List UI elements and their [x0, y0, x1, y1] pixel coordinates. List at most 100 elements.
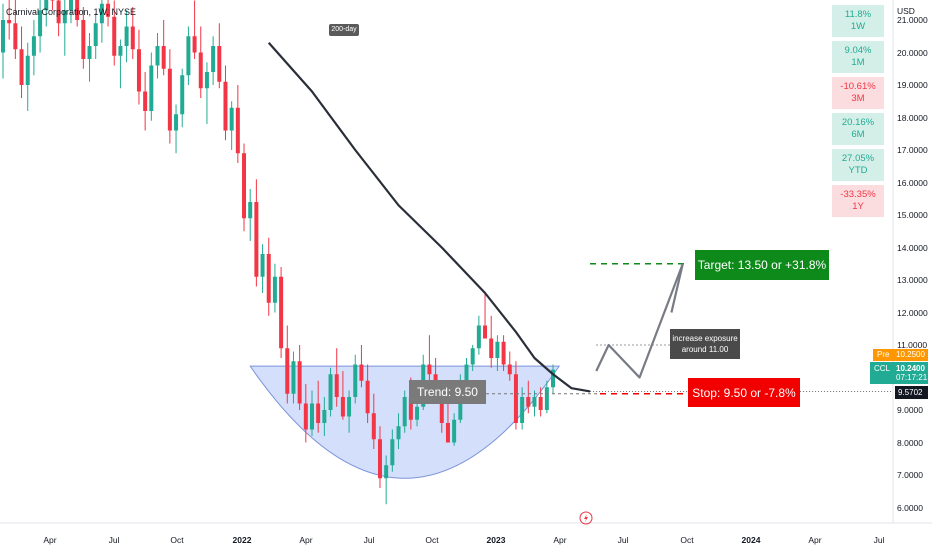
x-tick-label: 2024: [741, 535, 761, 545]
candle-body: [538, 397, 543, 410]
candle-body: [384, 465, 389, 479]
performance-cell: -10.61% 3M: [832, 77, 884, 109]
candle-body: [402, 397, 407, 427]
candle-body: [415, 406, 420, 420]
lightning-icon[interactable]: [579, 511, 593, 525]
y-tick-label: 8.0000: [897, 437, 923, 448]
performance-period: 1W: [850, 21, 866, 32]
candle-body: [427, 364, 432, 375]
candle-body: [248, 202, 253, 219]
performance-value: 20.16%: [841, 117, 875, 128]
y-tick-label: 7.0000: [897, 470, 923, 480]
candle-body: [266, 254, 271, 303]
candle-body: [310, 403, 314, 430]
performance-period: YTD: [848, 165, 868, 176]
ticker-label: CCL: [874, 364, 891, 373]
ma-label: 200-day: [329, 24, 359, 36]
candle-body: [155, 46, 160, 66]
candle-body: [136, 49, 141, 92]
candle-body: [359, 364, 364, 381]
candle-body: [93, 23, 98, 46]
bar-countdown: 07:17:21: [896, 373, 928, 382]
candle-body: [396, 426, 401, 440]
candle-body: [272, 276, 277, 303]
candle-body: [408, 397, 413, 420]
candle-body: [44, 0, 49, 11]
x-tick-label: Apr: [553, 535, 567, 545]
candle-body: [483, 325, 488, 339]
candle-body: [112, 16, 117, 56]
performance-cell: 27.05% YTD: [832, 149, 884, 181]
candle-body: [303, 403, 308, 430]
candle-body: [167, 68, 172, 131]
candle-body: [371, 413, 376, 440]
candle-body: [62, 10, 67, 24]
x-tick-label: Oct: [425, 535, 439, 545]
x-tick-label: Oct: [680, 535, 694, 545]
candle-body: [13, 23, 18, 50]
target-label: Target: 13.50 or +31.8%: [695, 250, 829, 280]
candle-body: [229, 107, 234, 131]
candle-body: [124, 26, 129, 46]
candle-body: [174, 114, 179, 131]
x-tick-label: 2022: [232, 535, 252, 545]
x-tick-label: Jul: [873, 535, 885, 545]
premarket-badge: Pre 10.2500: [873, 349, 928, 361]
premarket-value: 10.2500: [896, 350, 925, 359]
candle-body: [242, 153, 247, 219]
candle-body: [340, 397, 345, 417]
y-tick-label: 16.0000: [897, 177, 928, 188]
candle-body: [198, 52, 203, 89]
candle-body: [353, 364, 358, 397]
candle-body: [285, 348, 290, 394]
candle-body: [149, 65, 154, 111]
candle-body: [279, 276, 284, 349]
candle-body: [130, 26, 135, 50]
candle-body: [260, 254, 265, 277]
candle-body: [470, 348, 475, 365]
y-tick-label: 20.0000: [897, 47, 928, 58]
y-tick-label: 6.0000: [897, 502, 923, 513]
y-tick-label: 15.0000: [897, 210, 928, 220]
callout-line-1: increase exposure: [672, 334, 738, 343]
last-price-badge: CCL 10.2400 07:17:21: [870, 362, 928, 384]
candle-body: [180, 75, 185, 115]
candle-body: [377, 439, 382, 479]
candle-body: [118, 46, 123, 56]
candle-body: [507, 364, 512, 375]
candle-body: [56, 0, 61, 24]
candle-body: [31, 36, 36, 56]
candle-body: [551, 369, 556, 388]
last-price-value: 10.2400: [896, 364, 925, 373]
performance-value: -33.35%: [840, 189, 876, 200]
candle-body: [106, 3, 111, 17]
y-tick-label: 19.0000: [897, 80, 928, 90]
candle-body: [50, 0, 55, 1]
candle-body: [235, 107, 240, 154]
candle-body: [452, 419, 457, 443]
candle-body: [520, 397, 525, 423]
candle-body: [316, 403, 321, 423]
y-tick-label: 21.0000: [897, 15, 928, 25]
performance-cell: 11.8% 1W: [832, 5, 884, 37]
candle-body: [347, 397, 352, 417]
performance-value: 11.8%: [844, 9, 872, 20]
candle-body: [38, 10, 43, 37]
y-tick-label: 14.0000: [897, 242, 928, 253]
candle-body: [223, 81, 228, 131]
x-tick-label: Jul: [108, 535, 120, 545]
candle-body: [334, 374, 339, 397]
x-tick-label: 2023: [486, 535, 506, 545]
performance-cell: 9.04% 1M: [832, 41, 884, 73]
candle-body: [19, 49, 24, 85]
y-tick-label: 13.0000: [897, 275, 928, 285]
candle-body: [489, 338, 494, 358]
candle-body: [513, 374, 518, 423]
callout-line-2: around 11.00: [681, 345, 729, 354]
candle-body: [192, 36, 197, 53]
candle-body: [322, 410, 327, 423]
y-tick-label: 9.0000: [897, 405, 923, 415]
x-tick-label: Apr: [808, 535, 822, 545]
